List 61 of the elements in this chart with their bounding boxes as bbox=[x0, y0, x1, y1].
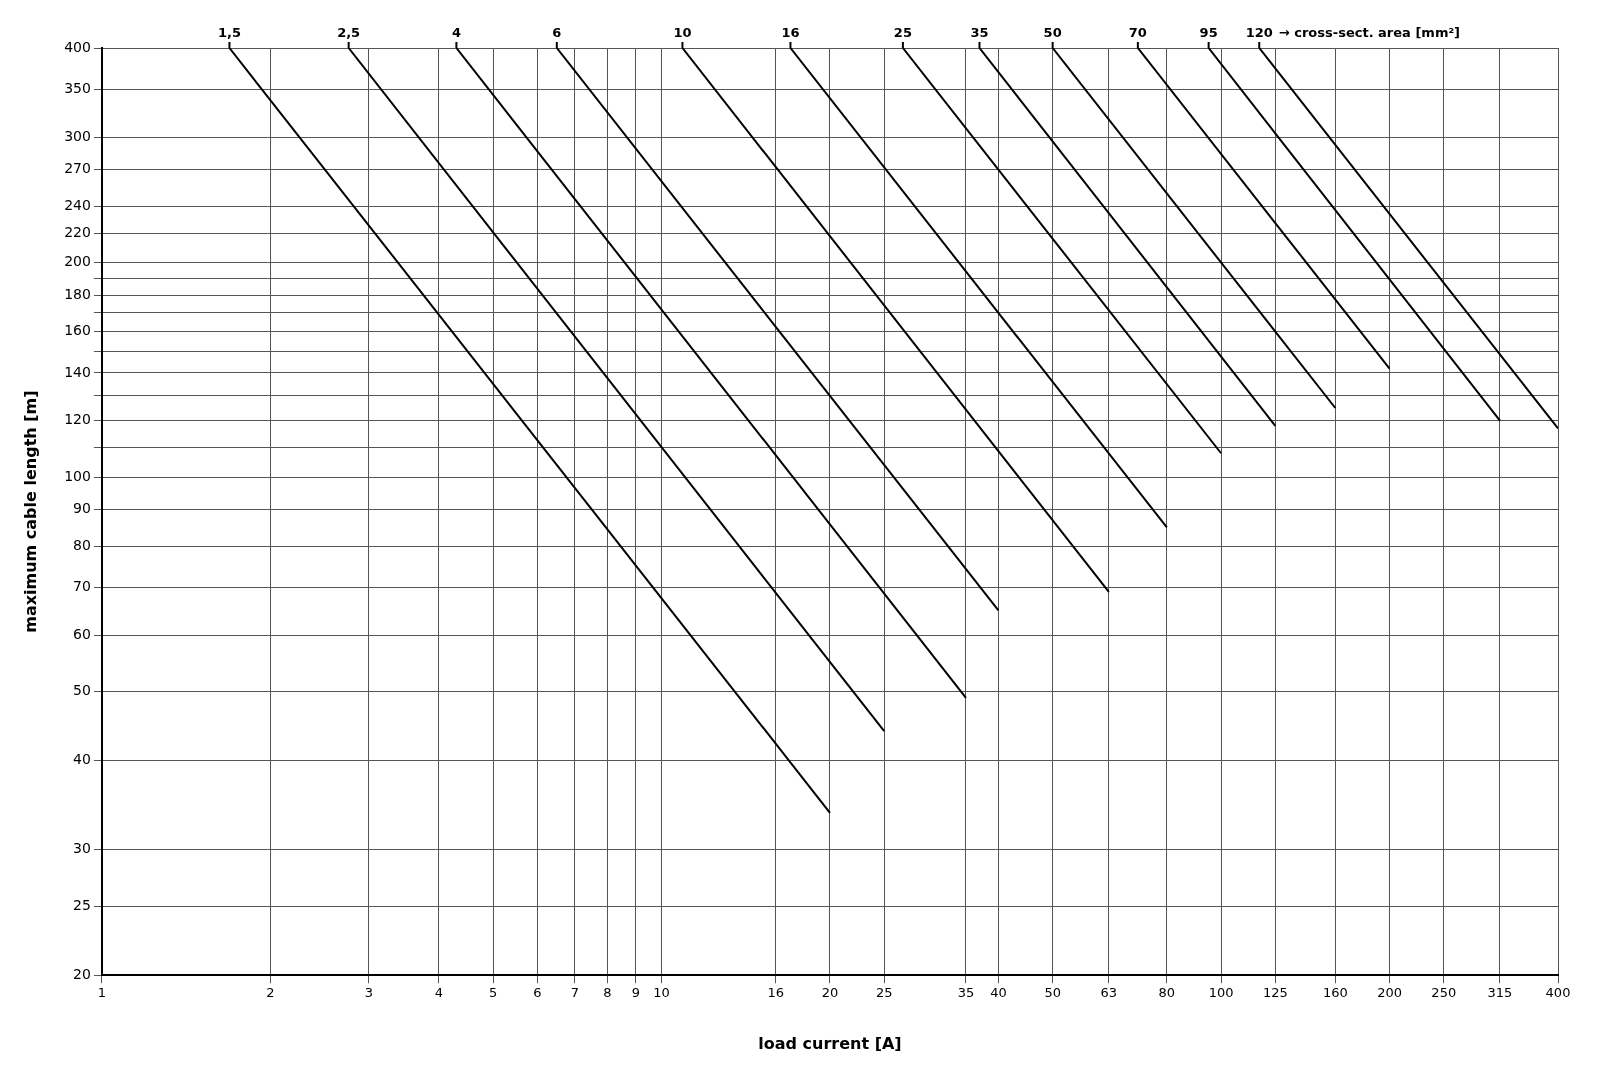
x-tick-label: 6 bbox=[533, 985, 542, 1001]
y-tick-label: 100 bbox=[64, 467, 91, 484]
x-tick-label: 8 bbox=[603, 985, 612, 1001]
y-tick-label: 50 bbox=[73, 682, 91, 699]
y-tick-label: 180 bbox=[64, 285, 91, 302]
y-tick-label: 20 bbox=[73, 965, 91, 982]
x-tick-label: 250 bbox=[1431, 985, 1457, 1001]
x-tick-label: 50 bbox=[1044, 985, 1061, 1001]
x-tick-label: 16 bbox=[767, 985, 784, 1001]
x-tick-label: 1 bbox=[97, 985, 107, 1001]
y-tick-label: 40 bbox=[73, 751, 91, 768]
y-tick-label: 25 bbox=[73, 896, 91, 913]
series-label: 1,5 bbox=[217, 24, 241, 40]
x-tick-label: 9 bbox=[631, 985, 641, 1001]
series-label: 2,5 bbox=[337, 24, 361, 40]
x-tick-label: 4 bbox=[434, 985, 443, 1001]
y-tick-label: 30 bbox=[73, 840, 91, 857]
x-tick-label: 20 bbox=[821, 985, 839, 1001]
y-tick-label: 160 bbox=[64, 322, 91, 339]
y-tick-label: 90 bbox=[73, 500, 91, 517]
x-tick-label: 25 bbox=[875, 985, 893, 1001]
x-tick-label: 5 bbox=[488, 985, 498, 1001]
x-tick-label: 200 bbox=[1377, 985, 1402, 1001]
x-tick-label: 400 bbox=[1545, 985, 1571, 1001]
series-label: 35 bbox=[970, 24, 989, 40]
x-tick-label: 125 bbox=[1262, 985, 1288, 1001]
series-label: 50 bbox=[1043, 24, 1062, 40]
x-tick-label: 40 bbox=[990, 985, 1007, 1001]
y-tick-label: 300 bbox=[64, 127, 91, 144]
series-label: 95 bbox=[1199, 24, 1218, 40]
y-tick-label: 120 bbox=[64, 411, 91, 428]
x-tick-label: 100 bbox=[1208, 985, 1234, 1001]
series-label: 10 bbox=[673, 24, 692, 40]
series-label: 16 bbox=[781, 24, 800, 40]
x-tick-label: 80 bbox=[1158, 985, 1176, 1001]
y-axis-title: maximum cable length [m] bbox=[20, 390, 40, 633]
y-tick-label: 350 bbox=[64, 79, 91, 96]
y-tick-label: 200 bbox=[64, 253, 91, 270]
x-tick-label: 10 bbox=[653, 985, 670, 1001]
y-tick-label: 80 bbox=[73, 536, 91, 553]
x-axis-title: load current [A] bbox=[758, 1033, 902, 1053]
series-label: 25 bbox=[893, 24, 912, 40]
y-tick-label: 240 bbox=[64, 196, 91, 213]
y-tick-label: 220 bbox=[64, 223, 91, 240]
x-tick-label: 3 bbox=[364, 985, 374, 1001]
x-tick-label: 2 bbox=[266, 985, 275, 1001]
y-tick-label: 140 bbox=[64, 363, 91, 380]
x-tick-label: 63 bbox=[1100, 985, 1118, 1001]
y-tick-label: 70 bbox=[73, 578, 91, 595]
x-tick-label: 315 bbox=[1487, 985, 1513, 1001]
series-label: 70 bbox=[1128, 24, 1147, 40]
x-tick-label: 160 bbox=[1322, 985, 1348, 1001]
series-label: 6 bbox=[552, 24, 562, 40]
y-tick-label: 270 bbox=[64, 160, 91, 177]
y-tick-label: 400 bbox=[64, 38, 91, 55]
x-tick-label: 35 bbox=[957, 985, 975, 1001]
x-tick-label: 7 bbox=[570, 985, 579, 1001]
y-tick-label: 60 bbox=[73, 625, 91, 642]
text: → cross-sect. area [mm²] bbox=[1278, 24, 1461, 40]
series-label: 4 bbox=[451, 24, 461, 40]
series-label: 120 bbox=[1245, 24, 1273, 40]
